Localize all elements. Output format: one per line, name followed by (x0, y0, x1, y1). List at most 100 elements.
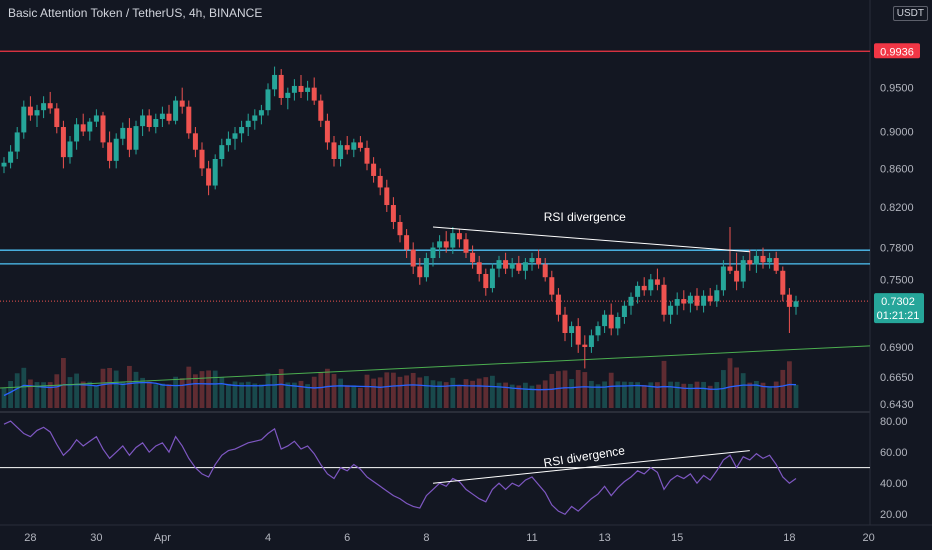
volume-bar (410, 372, 416, 408)
volume-bar (113, 370, 119, 408)
candle-body (212, 159, 218, 186)
volume-bar (457, 385, 462, 408)
candle-body (377, 175, 383, 188)
volume-bar (285, 382, 291, 408)
candle-body (437, 241, 443, 248)
candle-body (767, 258, 773, 263)
volume-bar (490, 375, 495, 408)
volume-bar (54, 374, 60, 408)
candle-body (714, 290, 720, 302)
candle-body (153, 118, 159, 128)
candle-body (542, 264, 548, 278)
volume-bar (298, 380, 304, 408)
candle-body (621, 305, 627, 317)
candle-body (760, 255, 766, 263)
candle-body (357, 142, 363, 148)
candle-body (747, 260, 753, 265)
price-tick-label: 0.9500 (880, 83, 914, 95)
price-divergence-line (432, 226, 750, 253)
time-tick-label: 28 (24, 532, 36, 544)
volume-bar (437, 381, 442, 408)
candle-body (239, 127, 245, 134)
candle-body (476, 262, 482, 274)
time-tick-label: Apr (154, 532, 171, 544)
candle-body (648, 279, 654, 291)
volume-bar (391, 372, 396, 408)
candle-body (285, 92, 291, 98)
candle-body (206, 168, 212, 186)
candle-body (503, 260, 509, 269)
candle-body (595, 326, 601, 336)
volume-bar (338, 378, 343, 408)
volume-bar (417, 377, 423, 408)
volume-bar (1, 387, 7, 408)
candle-body (272, 74, 278, 90)
candle-body (404, 235, 410, 250)
time-tick-label: 15 (671, 532, 683, 544)
candle-body (344, 145, 350, 150)
volume-bar (707, 385, 713, 408)
volume-bar (575, 370, 581, 408)
candle-body (192, 133, 198, 150)
candle-body (74, 124, 80, 142)
volume-bar (239, 382, 244, 408)
volume-bar (331, 374, 337, 408)
candle-body (371, 163, 377, 176)
candle-body (575, 326, 581, 345)
volume-bars (1, 358, 799, 408)
volume-bar (529, 385, 535, 408)
volume-bar (595, 384, 601, 408)
volume-bar (780, 369, 786, 408)
candle-body (364, 147, 370, 164)
candle-body (489, 268, 495, 289)
volume-bar (358, 387, 363, 408)
trendline-support (0, 345, 871, 389)
candle-body (727, 266, 733, 271)
volume-bar (688, 383, 693, 408)
candle-body (430, 247, 436, 259)
countdown-badge: 01:21:21 (877, 310, 920, 322)
candle-body (8, 151, 14, 163)
volume-bar (377, 377, 383, 408)
candle-body (786, 294, 792, 307)
candle-body (318, 100, 324, 121)
volume-bar (311, 376, 317, 408)
candle-body (390, 205, 396, 222)
volume-bar (714, 382, 720, 408)
volume-bar (754, 380, 759, 408)
volume-bar (212, 370, 218, 408)
candle-body (793, 301, 799, 307)
candle-body (331, 142, 337, 160)
volume-bar (516, 385, 522, 408)
candle-body (661, 284, 667, 315)
candle-body (496, 260, 502, 269)
volume-bar (542, 380, 548, 408)
time-tick-label: 20 (862, 532, 874, 544)
candle-body (694, 295, 700, 306)
volume-bar (483, 377, 489, 408)
volume-bar (153, 384, 159, 408)
volume-bar (760, 382, 766, 408)
candle-body (140, 115, 146, 127)
rsi-tick-label: 60.00 (880, 447, 908, 459)
volume-bar (8, 380, 13, 408)
candle-body (232, 133, 238, 139)
volume-bar (655, 382, 660, 408)
volume-bar (259, 384, 264, 408)
candle-body (113, 138, 119, 161)
volume-bar (450, 377, 456, 408)
volume-bar (589, 380, 594, 408)
candle-body (410, 249, 416, 267)
volume-bar (569, 379, 574, 408)
candle-body (397, 221, 403, 236)
candle-body (324, 120, 330, 143)
candle-body (720, 266, 726, 291)
volume-bar (602, 381, 607, 408)
volume-bar (232, 381, 238, 408)
last-price-badge: 0.7302 (881, 296, 915, 308)
currency-button[interactable]: USDT (892, 6, 928, 21)
candle-body (146, 115, 152, 128)
volume-bar (641, 385, 647, 408)
volume-bar (28, 379, 33, 408)
